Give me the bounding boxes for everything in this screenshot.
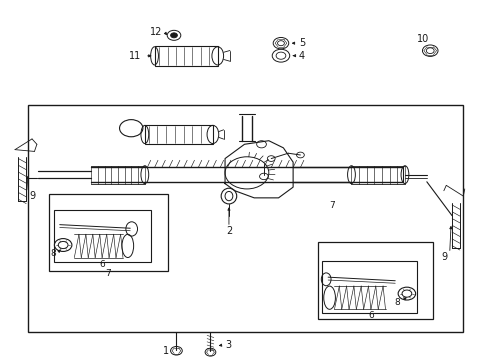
Text: 12: 12: [149, 27, 162, 37]
Text: 5: 5: [298, 38, 305, 48]
Circle shape: [170, 33, 177, 38]
Bar: [54, 210, 151, 262]
Text: 8: 8: [393, 298, 399, 307]
Text: 11: 11: [129, 51, 141, 61]
Bar: [144, 125, 212, 144]
Bar: [318, 242, 432, 319]
Bar: [28, 105, 462, 332]
Bar: [322, 261, 416, 313]
Text: 9: 9: [29, 191, 35, 201]
Text: 3: 3: [224, 340, 231, 350]
Text: 8: 8: [50, 249, 56, 258]
Text: 9: 9: [440, 252, 447, 262]
Text: 10: 10: [416, 34, 428, 44]
Text: 7: 7: [105, 269, 111, 278]
Text: 4: 4: [298, 51, 305, 61]
Bar: [49, 194, 168, 271]
Text: 6: 6: [367, 311, 373, 320]
Text: 7: 7: [328, 201, 334, 210]
Bar: [154, 46, 217, 66]
Text: 6: 6: [99, 260, 105, 269]
Text: 1: 1: [163, 346, 169, 356]
Text: 2: 2: [225, 226, 232, 236]
